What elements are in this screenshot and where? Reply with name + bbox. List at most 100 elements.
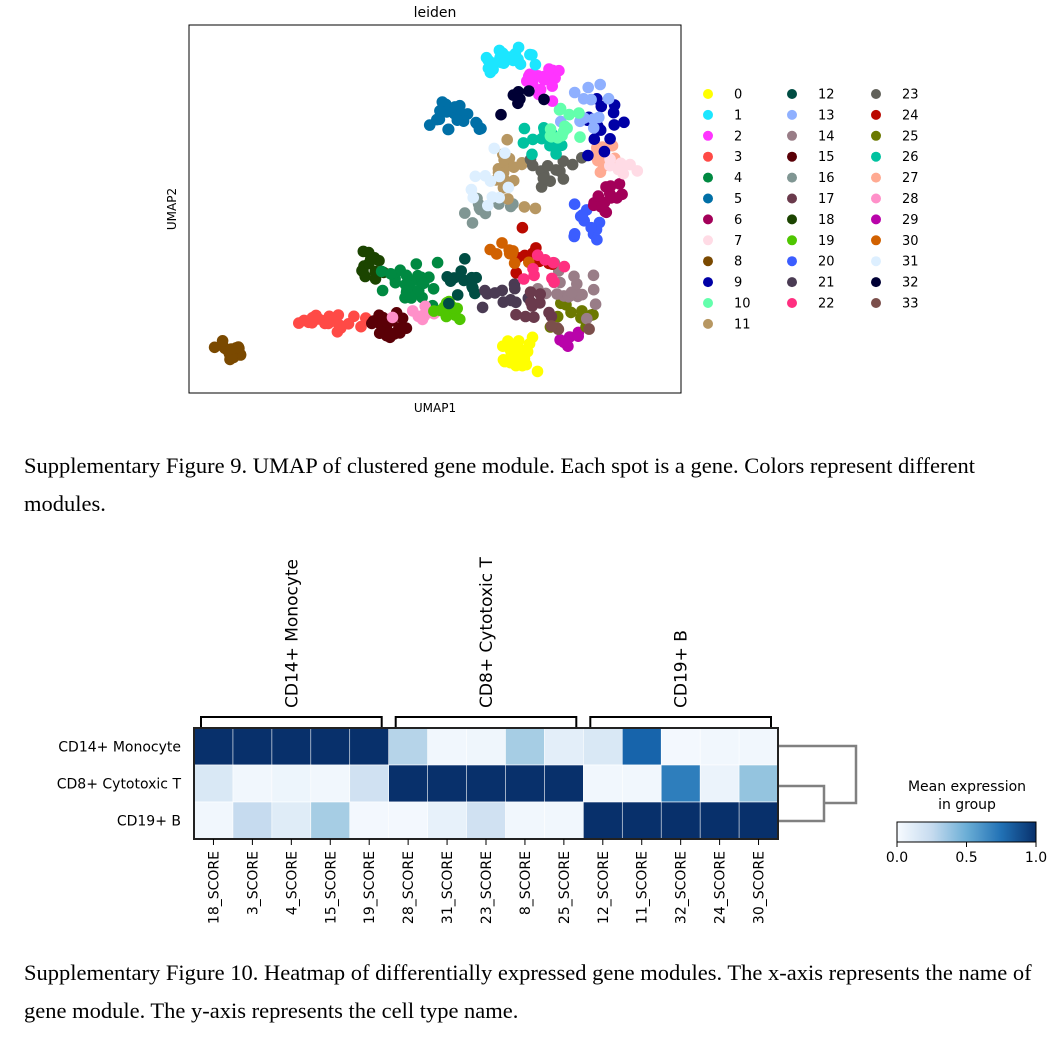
colorbar-tick-label: 1.0: [1025, 850, 1047, 866]
legend-label: 1: [734, 108, 742, 123]
legend-marker: [871, 172, 881, 183]
umap-point: [359, 270, 372, 283]
heatmap-cell: [427, 801, 468, 840]
heatmap-cell: [544, 764, 584, 803]
umap-point: [524, 48, 536, 61]
umap-point: [428, 305, 440, 317]
umap-point: [532, 70, 545, 82]
umap-point: [496, 237, 508, 249]
heatmap-cell: [388, 801, 429, 840]
umap-point: [384, 268, 397, 280]
heatmap-dendrogram: [779, 744, 858, 823]
umap-point: [482, 199, 494, 212]
figure9-caption: Supplementary Figure 9. UMAP of clustere…: [24, 453, 976, 516]
legend-label: 16: [818, 171, 835, 186]
umap-point: [589, 298, 602, 311]
umap-point: [436, 96, 449, 108]
umap-point: [373, 254, 385, 267]
umap-point: [604, 180, 617, 192]
heatmap-column-label: 15_SCORE: [323, 851, 339, 924]
heatmap-group-label: CD8+ Cytotoxic T: [477, 557, 497, 708]
umap-point: [509, 282, 521, 295]
umap-ylabel: UMAP2: [165, 188, 179, 230]
umap-point: [568, 86, 581, 99]
umap-point: [582, 149, 594, 162]
heatmap-group-bracket: [394, 716, 578, 727]
heatmap-cell: [349, 764, 390, 803]
umap-point: [557, 126, 570, 138]
legend-label: 13: [818, 108, 835, 123]
heatmap-column-label: 4_SCORE: [284, 851, 300, 915]
legend-label: 11: [734, 317, 751, 332]
heatmap-cell: [466, 727, 507, 766]
umap-point: [293, 317, 305, 329]
heatmap-column-label: 11_SCORE: [635, 851, 651, 924]
heatmap-column-label: 8_SCORE: [518, 851, 534, 915]
heatmap-cell: [349, 727, 390, 766]
umap-point: [529, 58, 542, 71]
umap-point: [444, 275, 457, 288]
legend-label: 27: [902, 171, 919, 186]
dendrogram-branch: [779, 744, 858, 805]
umap-point: [306, 317, 318, 329]
umap-point: [526, 148, 538, 161]
heatmap-column-label: 3_SCORE: [245, 851, 261, 915]
umap-point: [366, 317, 378, 330]
umap-point: [574, 131, 586, 143]
legend-marker: [703, 256, 713, 267]
heatmap-column-label: 28_SCORE: [401, 851, 417, 924]
umap-point: [412, 310, 425, 323]
umap-point: [517, 137, 530, 149]
umap-point: [355, 320, 367, 333]
umap-point: [538, 93, 550, 106]
legend-label: 32: [902, 276, 919, 291]
umap-point: [208, 341, 221, 354]
legend-label: 18: [818, 213, 835, 228]
heatmap-cell: [583, 801, 623, 840]
umap-figure: leiden UMAP1 UMAP2 012345678910111213141…: [165, 5, 919, 415]
umap-point: [465, 271, 478, 284]
heatmap-row-label: CD8+ Cytotoxic T: [57, 777, 182, 793]
umap-point: [523, 85, 535, 97]
umap-point: [389, 276, 402, 289]
umap-point: [524, 286, 537, 298]
heatmap-cell: [466, 764, 507, 803]
umap-point: [592, 190, 605, 202]
umap-xlabel: UMAP1: [414, 401, 456, 415]
colorbar-tick-label: 0.5: [955, 850, 977, 866]
umap-point: [591, 233, 603, 246]
heatmap-cell: [349, 801, 390, 840]
heatmap-cell: [621, 727, 662, 766]
heatmap-column-label: 12_SCORE: [596, 851, 612, 924]
umap-point: [587, 283, 600, 296]
legend-marker: [703, 109, 713, 120]
legend-label: 20: [818, 255, 835, 270]
heatmap-cell: [271, 727, 312, 766]
heatmap-cell: [427, 727, 468, 766]
umap-point: [459, 252, 471, 265]
figure-canvas: leiden UMAP1 UMAP2 012345678910111213141…: [57, 5, 1047, 924]
legend-label: 21: [818, 276, 835, 291]
legend-marker: [703, 214, 713, 225]
umap-point: [503, 244, 515, 256]
heatmap-cell: [310, 801, 351, 840]
umap-point: [518, 122, 531, 135]
legend-marker: [703, 151, 713, 162]
legend-marker: [787, 277, 797, 288]
umap-point: [576, 209, 589, 221]
umap-point: [510, 308, 522, 321]
umap-point: [469, 170, 482, 183]
umap-point: [531, 249, 544, 261]
legend-marker: [871, 214, 881, 225]
umap-point: [581, 312, 593, 325]
umap-point: [518, 273, 530, 285]
heatmap-cell: [232, 764, 273, 803]
umap-point: [613, 178, 626, 190]
umap-point: [526, 159, 539, 172]
legend-marker: [787, 235, 797, 246]
umap-point: [501, 133, 513, 146]
legend-marker: [787, 130, 797, 141]
legend-label: 15: [818, 150, 835, 165]
umap-point: [608, 119, 620, 131]
heatmap-column-label: 24_SCORE: [713, 851, 729, 924]
